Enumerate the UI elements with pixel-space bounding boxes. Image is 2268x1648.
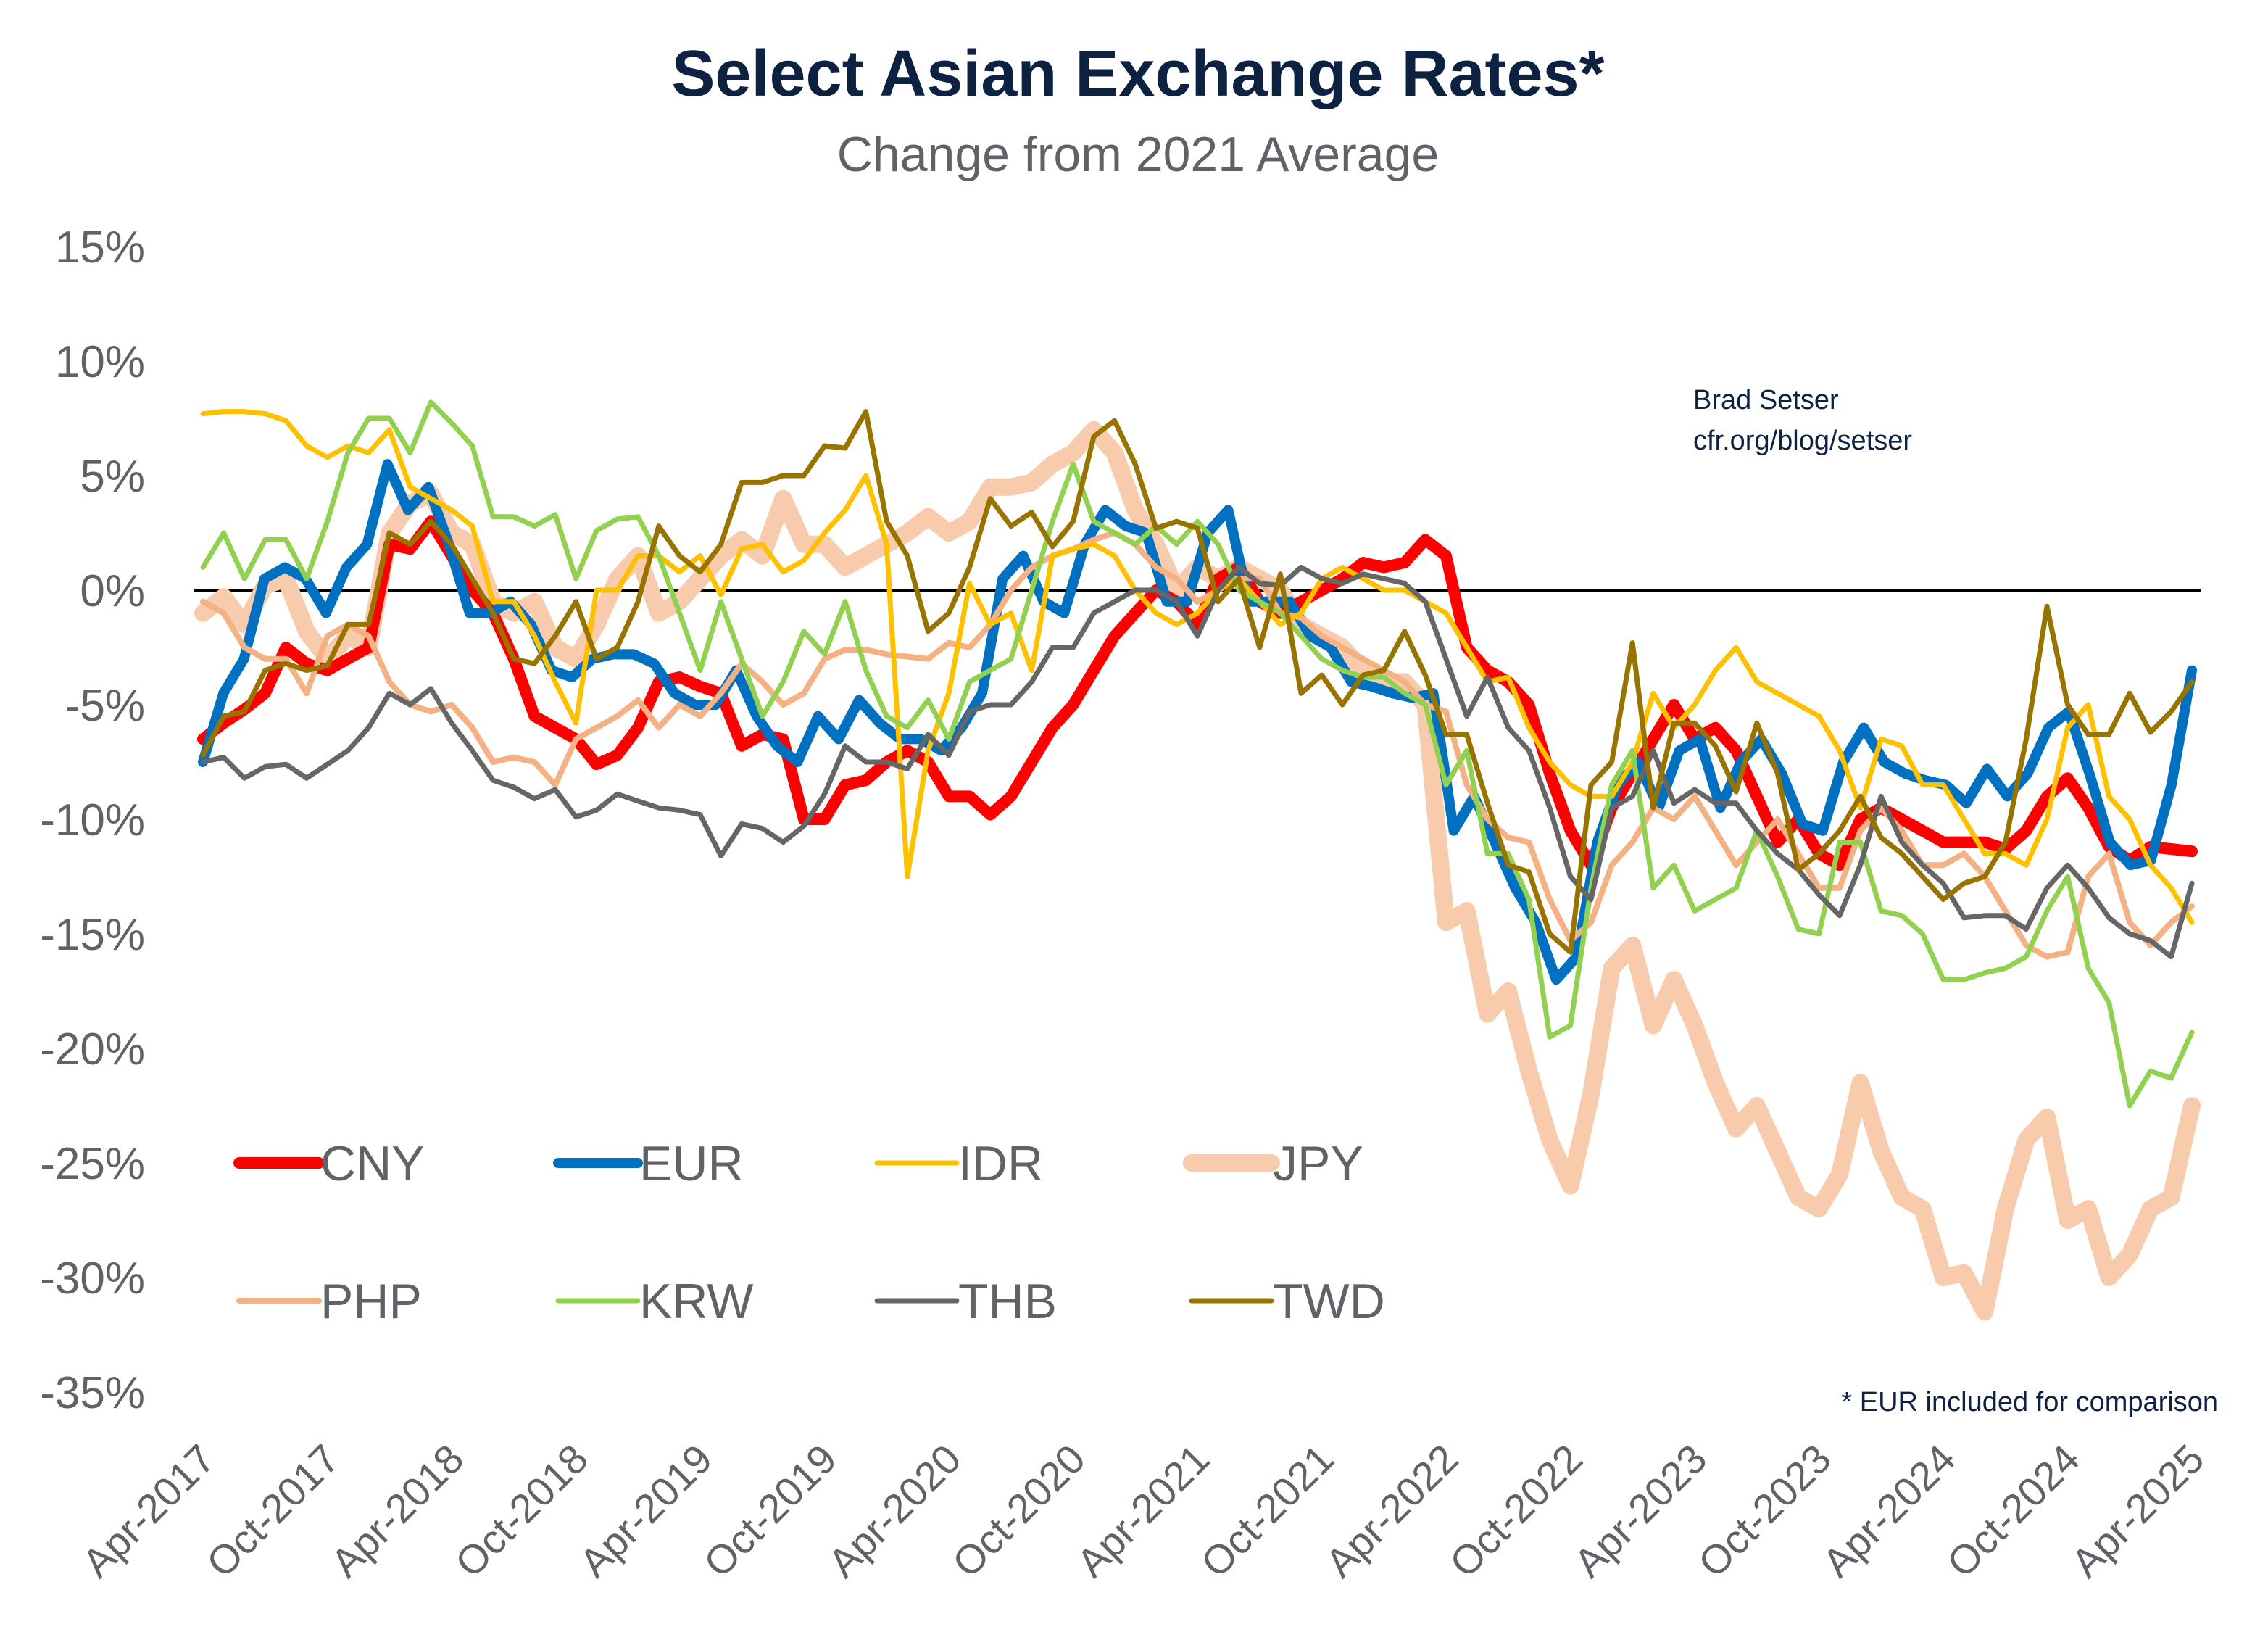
y-tick-label: 10% <box>55 337 145 387</box>
series-line-thb <box>200 564 2195 960</box>
y-tick-label: -15% <box>40 910 145 960</box>
y-tick-label: 0% <box>80 566 145 616</box>
legend-item-php: PHP <box>236 1274 422 1329</box>
legend-label: PHP <box>320 1274 422 1329</box>
y-tick-label: 15% <box>55 223 145 273</box>
y-tick-label: -20% <box>40 1024 145 1074</box>
legend-item-jpy: JPY <box>1183 1136 1363 1191</box>
x-tick-label: Apr-2024 <box>1814 1436 1964 1586</box>
legend-label: JPY <box>1273 1136 1363 1191</box>
series-line-idr <box>200 409 2195 925</box>
x-tick-label: Oct-2020 <box>944 1436 1094 1586</box>
y-tick-label: -5% <box>65 681 145 731</box>
series-lines <box>194 399 2201 1321</box>
x-tick-label: Apr-2018 <box>322 1436 472 1586</box>
x-tick-label: Oct-2023 <box>1690 1436 1840 1586</box>
x-tick-label: Oct-2018 <box>446 1436 597 1586</box>
x-axis: Apr-2017Oct-2017Apr-2018Oct-2018Apr-2019… <box>73 1436 2212 1586</box>
y-axis: 15% 10% 5% 0% -5% -10% -15% -20% -25% -30% -35% <box>40 223 145 1418</box>
y-tick-label: 5% <box>80 452 145 502</box>
source-annotation: cfr.org/blog/setser <box>1693 426 1912 456</box>
footnote: * EUR included for comparison <box>1841 1387 2218 1417</box>
x-tick-label: Apr-2025 <box>2062 1436 2212 1586</box>
series-line-php <box>200 530 2195 960</box>
x-tick-label: Oct-2024 <box>1938 1436 2088 1586</box>
x-tick-label: Oct-2019 <box>695 1436 845 1586</box>
y-tick-label: -10% <box>40 795 145 845</box>
x-tick-label: Apr-2020 <box>819 1436 969 1586</box>
legend: CNY EUR IDR JPY PHP KRW THB TWD <box>233 1136 1385 1329</box>
legend-item-twd: TWD <box>1189 1274 1385 1329</box>
series-line-cny <box>197 515 2198 871</box>
legend-label: CNY <box>320 1136 425 1191</box>
legend-label: IDR <box>958 1136 1043 1191</box>
x-tick-label: Apr-2022 <box>1316 1436 1466 1586</box>
legend-item-idr: IDR <box>874 1136 1043 1191</box>
x-tick-label: Apr-2021 <box>1068 1436 1218 1586</box>
legend-item-eur: EUR <box>553 1136 744 1191</box>
x-tick-label: Oct-2017 <box>198 1436 348 1586</box>
legend-label: TWD <box>1273 1274 1385 1329</box>
legend-item-cny: CNY <box>233 1136 425 1191</box>
y-tick-label: -35% <box>40 1368 145 1418</box>
y-tick-label: -30% <box>40 1254 145 1304</box>
x-tick-label: Oct-2022 <box>1441 1436 1591 1586</box>
x-tick-label: Oct-2021 <box>1192 1436 1342 1586</box>
legend-label: EUR <box>639 1136 744 1191</box>
x-tick-label: Apr-2017 <box>73 1436 223 1586</box>
x-tick-label: Apr-2019 <box>570 1436 720 1586</box>
series-line-twd <box>200 409 2195 955</box>
author-annotation: Brad Setser <box>1693 385 1839 415</box>
legend-label: KRW <box>639 1274 753 1329</box>
legend-label: THB <box>958 1274 1057 1329</box>
legend-item-krw: KRW <box>555 1274 753 1329</box>
y-tick-label: -25% <box>40 1139 145 1189</box>
legend-item-thb: THB <box>874 1274 1057 1329</box>
chart-subtitle: Change from 2021 Average <box>837 127 1439 182</box>
series-line-krw <box>200 399 2195 1109</box>
chart-title: Select Asian Exchange Rates* <box>671 38 1604 110</box>
series-line-eur <box>198 459 2197 985</box>
x-tick-label: Apr-2023 <box>1565 1436 1715 1586</box>
